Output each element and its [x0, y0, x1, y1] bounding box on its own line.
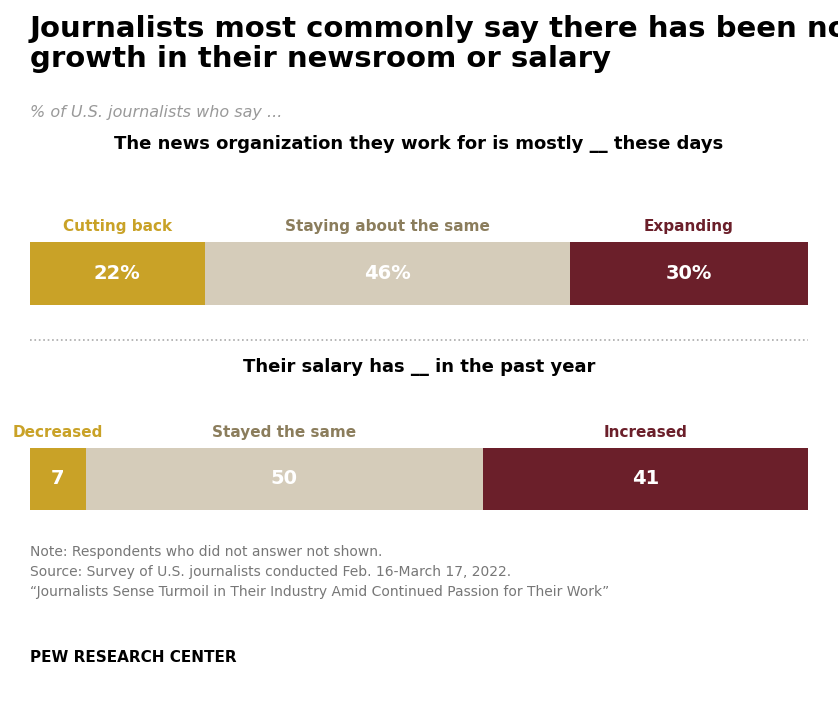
- Text: Stayed the same: Stayed the same: [212, 425, 356, 440]
- Text: Their salary has __ in the past year: Their salary has __ in the past year: [243, 358, 595, 376]
- Text: 46%: 46%: [364, 264, 411, 283]
- Text: Note: Respondents who did not answer not shown.: Note: Respondents who did not answer not…: [30, 545, 382, 559]
- Text: 30%: 30%: [665, 264, 712, 283]
- Bar: [204, 242, 570, 305]
- Text: growth in their newsroom or salary: growth in their newsroom or salary: [30, 45, 611, 73]
- Text: % of U.S. journalists who say ...: % of U.S. journalists who say ...: [30, 105, 282, 120]
- Bar: [570, 242, 808, 305]
- Text: Cutting back: Cutting back: [63, 219, 172, 234]
- Bar: [30, 448, 85, 510]
- Text: Journalists most commonly say there has been no: Journalists most commonly say there has …: [30, 15, 838, 43]
- Text: Source: Survey of U.S. journalists conducted Feb. 16-March 17, 2022.: Source: Survey of U.S. journalists condu…: [30, 565, 511, 579]
- Bar: [85, 448, 483, 510]
- Text: Decreased: Decreased: [13, 425, 103, 440]
- Text: Staying about the same: Staying about the same: [285, 219, 489, 234]
- Text: 7: 7: [51, 470, 65, 488]
- Text: 41: 41: [632, 470, 659, 488]
- Text: “Journalists Sense Turmoil in Their Industry Amid Continued Passion for Their Wo: “Journalists Sense Turmoil in Their Indu…: [30, 585, 609, 599]
- Bar: [483, 448, 808, 510]
- Text: The news organization they work for is mostly __ these days: The news organization they work for is m…: [114, 135, 724, 153]
- Text: Increased: Increased: [603, 425, 687, 440]
- Text: 50: 50: [271, 470, 297, 488]
- Text: 22%: 22%: [94, 264, 141, 283]
- Bar: [30, 242, 204, 305]
- Text: PEW RESEARCH CENTER: PEW RESEARCH CENTER: [30, 650, 236, 665]
- Text: Expanding: Expanding: [644, 219, 734, 234]
